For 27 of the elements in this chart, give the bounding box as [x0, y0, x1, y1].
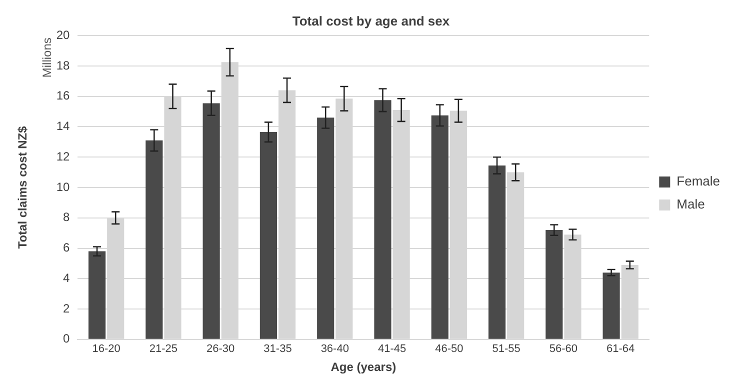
legend-label: Female: [676, 174, 720, 189]
x-tick-label: 51-55: [492, 343, 520, 356]
x-tick-label: 16-20: [92, 343, 120, 356]
y-tick-label: 2: [63, 301, 70, 316]
x-tick-label: 56-60: [549, 343, 578, 356]
text: Millions: [40, 38, 54, 78]
x-tick-label: 61-64: [606, 343, 635, 356]
x-tick-label: 31-35: [264, 343, 292, 356]
x-tick-label: 41-45: [378, 343, 406, 356]
y-tick-label: 10: [56, 180, 70, 194]
x-tick-label: 21-25: [149, 343, 178, 356]
x-tick-label: 26-30: [206, 343, 235, 356]
x-tick-label: 36-40: [320, 343, 349, 356]
y-tick-label: 12: [56, 149, 70, 164]
y-tick-label: 18: [56, 58, 70, 72]
y-tick-label: 6: [63, 240, 70, 255]
x-axis-title: Age (years): [330, 360, 396, 374]
y-tick-label: 14: [56, 119, 70, 134]
y-tick-label: 0: [63, 332, 70, 346]
y-tick-label: 20: [56, 28, 70, 42]
y-tick-label: 4: [63, 270, 70, 285]
y-tick-label: 8: [63, 210, 70, 224]
legend-label: Male: [676, 196, 705, 212]
y-axis-title: Total claims cost NZ$: [16, 126, 30, 249]
y-tick-label: 16: [56, 88, 70, 103]
chart-title: Total cost by age and sex: [292, 13, 450, 28]
x-tick-label: 46-50: [435, 343, 464, 356]
